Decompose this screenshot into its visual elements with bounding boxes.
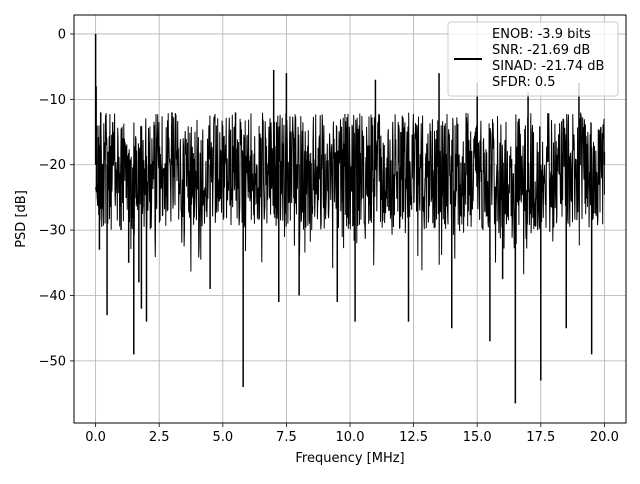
x-tick-label: 17.5 (526, 430, 555, 445)
x-axis-label: Frequency [MHz] (295, 451, 404, 466)
legend-sinad: SINAD: -21.74 dB (492, 59, 604, 74)
x-tick-label: 12.5 (399, 430, 428, 445)
y-tick-label: −50 (39, 354, 66, 369)
legend-enob: ENOB: -3.9 bits (492, 27, 591, 42)
legend-box (447, 21, 619, 97)
legend-snr: SNR: -21.69 dB (492, 43, 590, 58)
y-tick-label: −10 (39, 93, 66, 108)
data-layer (94, 33, 606, 404)
y-axis-label: PSD [dB] (14, 190, 29, 248)
y-tick-label: 0 (58, 27, 66, 42)
y-tick-label: −30 (39, 224, 66, 239)
x-tick-label: 10.0 (336, 430, 365, 445)
x-tick-label: 0.0 (85, 430, 106, 445)
psd-noise-trace (95, 112, 605, 275)
x-tick-label: 5.0 (212, 430, 233, 445)
tick-layer: 0.0 2.5 5.0 7.5 10.0 12.5 15.0 17.5 20.0 0 −10 −20 −… (39, 27, 619, 445)
x-tick-label: 7.5 (276, 430, 297, 445)
x-tick-label: 20.0 (590, 430, 619, 445)
x-tick-label: 15.0 (463, 430, 492, 445)
x-tick-label: 2.5 (149, 430, 170, 445)
legend: ENOB: -3.9 bits SNR: -21.69 dB SINAD: -2… (447, 21, 619, 97)
y-tick-label: −40 (39, 289, 66, 304)
y-tick-label: −20 (39, 158, 66, 173)
legend-sfdr: SFDR: 0.5 (492, 75, 556, 90)
